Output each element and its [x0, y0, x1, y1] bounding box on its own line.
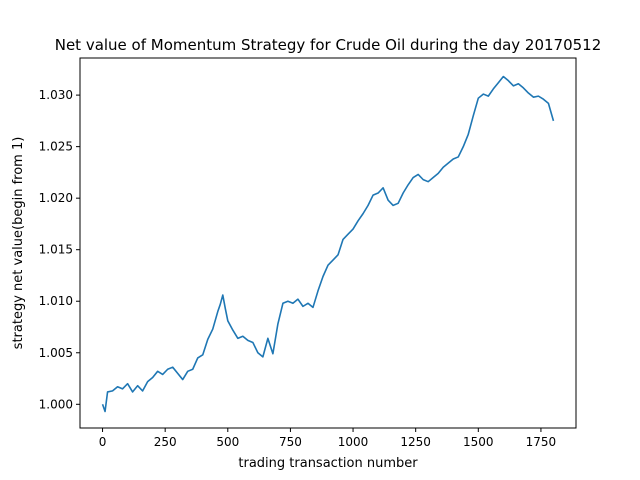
x-tick-label: 250 [154, 435, 177, 449]
x-tick-label: 0 [99, 435, 107, 449]
x-tick-label: 500 [216, 435, 239, 449]
y-tick-label: 1.025 [39, 140, 73, 154]
y-tick-label: 1.020 [39, 191, 73, 205]
y-axis: 1.000 1.005 1.010 1.015 1.020 1.025 1.030 [39, 88, 80, 411]
y-tick-label: 1.005 [39, 346, 73, 360]
x-tick-label: 1000 [338, 435, 369, 449]
y-tick-label: 1.000 [39, 397, 73, 411]
x-axis-label: trading transaction number [238, 456, 418, 471]
y-axis-label: strategy net value(begin from 1) [11, 137, 26, 350]
series-line [101, 75, 555, 413]
chart-title: Net value of Momentum Strategy for Crude… [55, 36, 602, 54]
x-tick-label: 750 [279, 435, 302, 449]
y-tick-label: 1.010 [39, 294, 73, 308]
plot-area [79, 57, 577, 429]
y-tick-label: 1.030 [39, 88, 73, 102]
x-axis: 0 250 500 750 1000 1250 1500 1750 [99, 428, 556, 449]
y-tick-label: 1.015 [39, 243, 73, 257]
x-tick-label: 1500 [463, 435, 494, 449]
x-tick-label: 1750 [526, 435, 557, 449]
x-tick-label: 1250 [400, 435, 431, 449]
